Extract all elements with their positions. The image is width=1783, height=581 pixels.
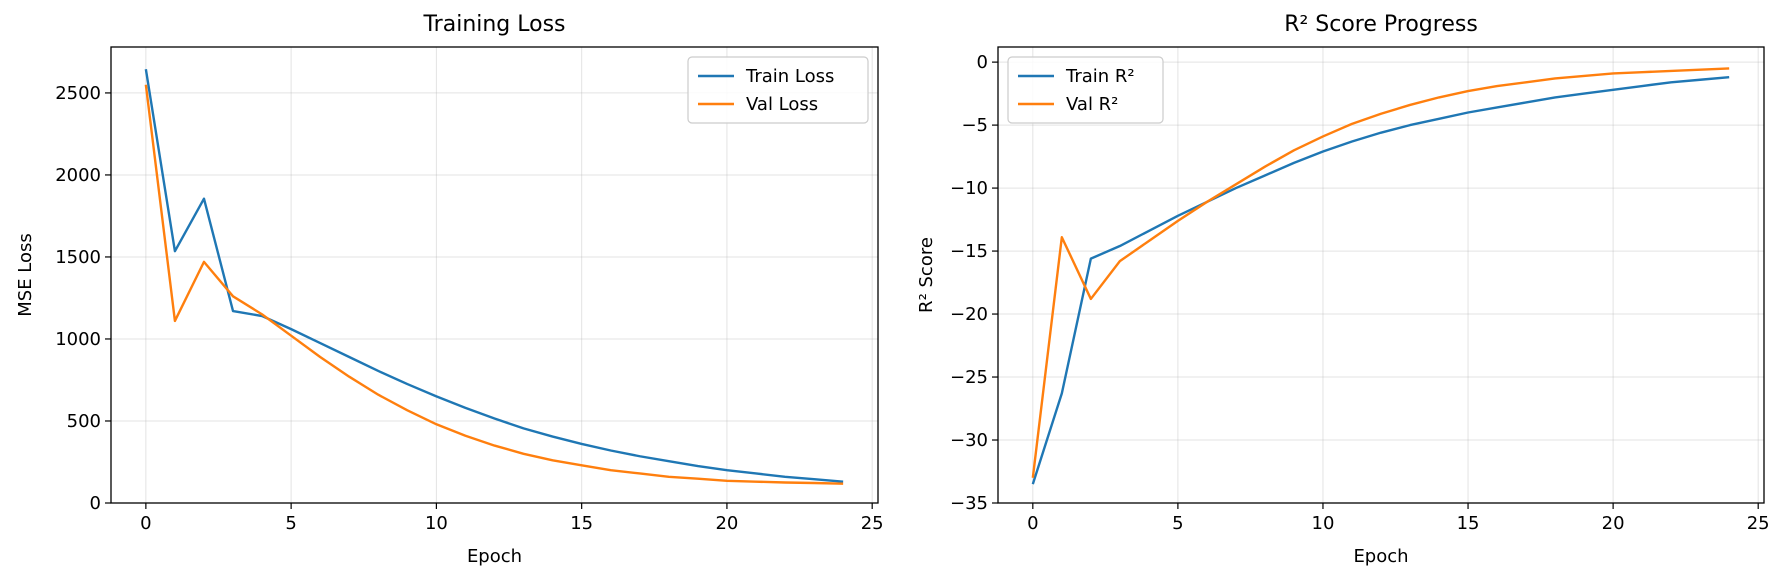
y-tick-label: −20	[950, 304, 988, 325]
x-tick-label: 25	[861, 513, 884, 534]
legend-label: Train R²	[1065, 66, 1135, 87]
legend-label: Val Loss	[746, 94, 818, 115]
legend: Train R² Val R²	[1007, 56, 1164, 124]
y-tick-label: −30	[950, 430, 988, 451]
x-tick-label: 15	[1457, 513, 1480, 534]
x-tick-label: 20	[1602, 513, 1625, 534]
x-tick-label: 15	[570, 513, 593, 534]
chart-panel-1: 0 5 10 15 20 25 −35 −30 −25 −20 −15 −10 −5 0 R² Score …	[916, 12, 1770, 567]
plot-frame	[110, 46, 879, 504]
x-axis-label: Epoch	[1353, 546, 1408, 567]
y-tick-label: 500	[67, 411, 101, 432]
y-tick-label: −25	[950, 367, 988, 388]
y-axis-label: MSE Loss	[15, 233, 36, 317]
y-tick-label: −10	[950, 178, 988, 199]
y-axis-label: R² Score	[916, 237, 937, 313]
x-axis-label: Epoch	[467, 546, 522, 567]
series-line-val-r	[1031, 67, 1730, 478]
x-tick-label: 20	[715, 513, 738, 534]
legend-box	[1007, 56, 1164, 124]
y-tick-label: −15	[950, 241, 988, 262]
series-line-train-r	[1031, 76, 1730, 485]
y-tick-label: 1500	[55, 247, 101, 268]
series-line-val-loss	[144, 84, 844, 485]
y-tick-label: 2500	[55, 83, 101, 104]
chart-panel-0: 0 5 10 15 20 25 0 500 1000 1500 2000 2500 Training L…	[15, 12, 884, 567]
chart-title: Training Loss	[422, 12, 565, 37]
y-tick-label: −35	[950, 493, 988, 514]
y-tick-label: 0	[977, 52, 988, 73]
x-tick-label: 0	[1027, 513, 1038, 534]
x-tick-label: 10	[425, 513, 448, 534]
x-tick-label: 0	[140, 513, 151, 534]
plot-frame	[997, 46, 1765, 504]
legend-box	[687, 56, 869, 124]
y-tick-label: 0	[90, 493, 101, 514]
legend-label: Val R²	[1066, 94, 1118, 115]
series-line-train-loss	[144, 68, 844, 483]
x-tick-label: 5	[285, 513, 296, 534]
chart-title: R² Score Progress	[1284, 12, 1478, 37]
legend: Train Loss Val Loss	[687, 56, 869, 124]
x-tick-label: 5	[1172, 513, 1183, 534]
legend-label: Train Loss	[745, 66, 834, 87]
y-tick-label: −5	[961, 115, 988, 136]
y-tick-label: 2000	[55, 165, 101, 186]
y-tick-label: 1000	[55, 329, 101, 350]
x-tick-label: 25	[1747, 513, 1770, 534]
x-tick-label: 10	[1312, 513, 1335, 534]
